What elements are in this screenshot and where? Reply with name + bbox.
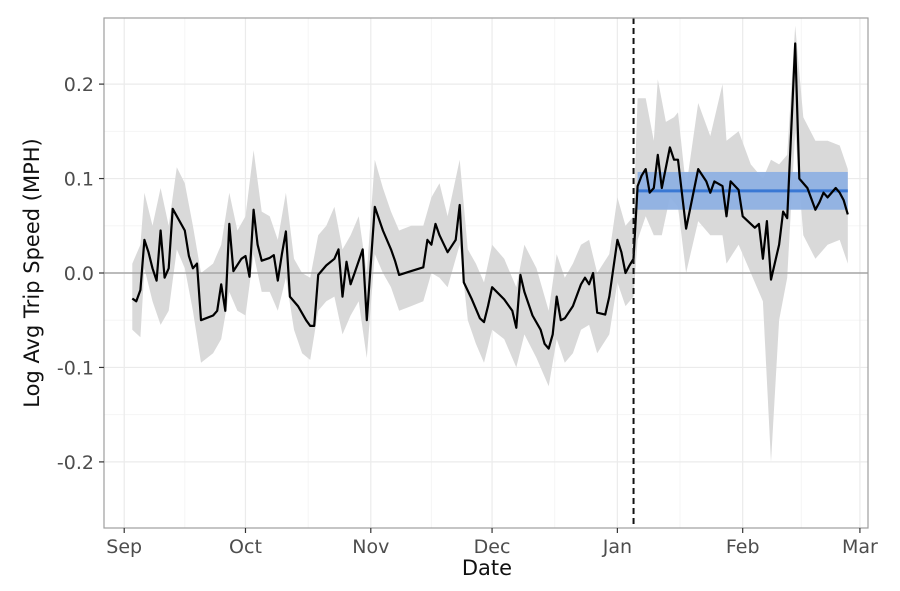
x-tick-label: Oct <box>229 536 262 558</box>
x-tick-label: Jan <box>602 536 632 558</box>
x-axis-title: Date <box>462 556 512 580</box>
y-tick-label: -0.2 <box>57 452 94 474</box>
x-tick-label: Dec <box>474 536 511 558</box>
series-line-0 <box>131 42 849 350</box>
y-tick-label: 0.2 <box>64 74 94 96</box>
x-tick-label: Nov <box>352 536 389 558</box>
y-tick-label: 0.1 <box>64 169 94 191</box>
axis-layer: 0.2 0.1 0.0 -0.1 -0.2 Sep Oct Nov Dec Jan Feb Mar <box>57 74 878 558</box>
confidence-band-layer <box>132 25 848 462</box>
y-tick-label: -0.1 <box>57 357 94 379</box>
y-tick-label: 0.0 <box>64 263 94 285</box>
fit-layer <box>637 171 848 210</box>
series-layer <box>131 42 849 350</box>
x-tick-label: Sep <box>106 536 142 558</box>
x-tick-label: Feb <box>726 536 760 558</box>
y-axis-title: Log Avg Trip Speed (MPH) <box>20 138 44 407</box>
confidence-band <box>132 25 848 462</box>
x-tick-label: Mar <box>842 536 878 558</box>
